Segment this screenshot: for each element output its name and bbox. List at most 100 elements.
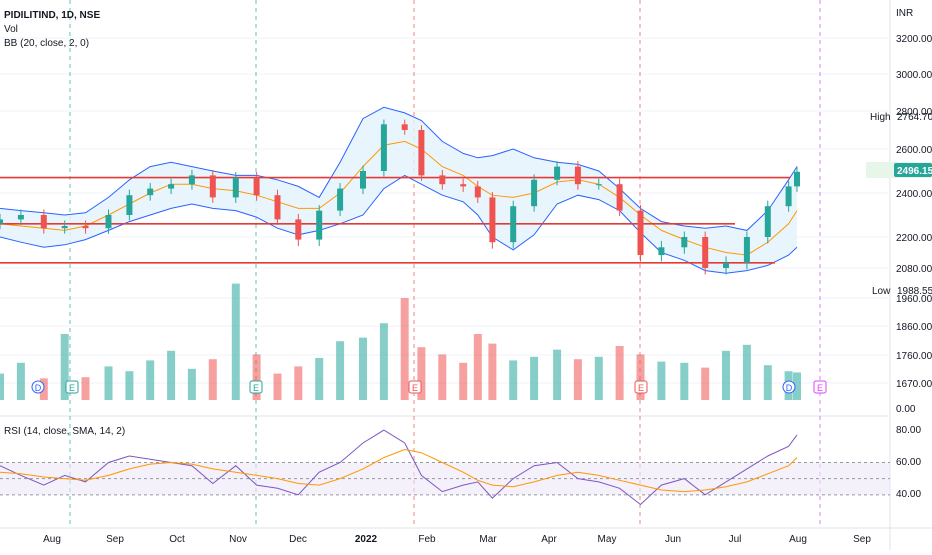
volume-legend[interactable]: Vol	[4, 24, 18, 35]
volume-bar	[359, 337, 367, 400]
candle-body	[681, 237, 688, 248]
candle-body	[723, 262, 729, 268]
volume-bar	[379, 323, 388, 400]
volume-bar	[553, 349, 562, 400]
event-badge-label: D	[35, 383, 42, 393]
volume-bar	[438, 354, 447, 400]
volume-bar	[315, 358, 324, 400]
candle-body	[337, 188, 344, 211]
volume-bar	[417, 347, 426, 400]
last-price-value: 2496.15	[897, 166, 932, 177]
volume-bar	[273, 373, 282, 400]
volume-bar	[594, 356, 603, 400]
candle-body	[274, 195, 281, 220]
volume-bar	[636, 354, 645, 400]
price-tick-label: 1860.00	[896, 322, 932, 333]
volume-bar	[722, 350, 730, 400]
candle-body	[531, 179, 538, 207]
price-tick-label: 2200.00	[896, 233, 932, 244]
rsi-tick-label: 80.00	[896, 425, 921, 436]
candle-body	[554, 166, 561, 180]
candle-body	[17, 215, 24, 220]
event-badge	[249, 380, 263, 394]
candle-body	[418, 130, 425, 176]
volume-bar	[167, 350, 176, 400]
bollinger-legend[interactable]: BB (20, close, 2, 0)	[4, 38, 90, 49]
time-tick-label: Feb	[418, 534, 436, 545]
time-tick-label: May	[598, 534, 617, 545]
volume-bar	[60, 334, 69, 400]
symbol-legend[interactable]: PIDILITIND, 1D, NSE	[4, 10, 101, 21]
price-tick-label: 3200.00	[896, 34, 932, 45]
rsi-tick-label: 60.00	[896, 457, 921, 468]
low-badge-value: 1988.55	[897, 286, 932, 297]
price-tick-label: 2800.00	[896, 107, 932, 118]
candle-body	[658, 247, 665, 256]
candle-body	[637, 210, 644, 256]
candle-body	[40, 215, 47, 229]
rsi-tick-label: 40.00	[896, 489, 921, 500]
volume-bar	[488, 343, 497, 400]
time-tick-label: Mar	[479, 534, 497, 545]
rsi-legend[interactable]: RSI (14, close, SMA, 14, 2)	[4, 426, 126, 437]
candle-body	[439, 175, 446, 185]
price-tick-label: 2600.00	[896, 145, 932, 156]
volume-bar	[252, 354, 261, 400]
candle-body	[232, 177, 239, 198]
candle-body	[147, 188, 154, 196]
volume-bar	[573, 359, 582, 400]
volume-bar	[0, 373, 4, 400]
event-badge-label: E	[638, 383, 644, 393]
candle-body	[794, 171, 800, 187]
candle-body	[126, 195, 133, 215]
currency-label: INR	[896, 8, 913, 19]
volume-bar	[530, 356, 539, 400]
volume-bar	[146, 360, 155, 400]
event-badge	[782, 380, 796, 394]
event-badge	[408, 380, 422, 394]
volume-bar	[400, 298, 409, 400]
candle-body	[360, 171, 366, 189]
candle-body	[82, 226, 89, 229]
time-tick-label: Aug	[43, 534, 61, 545]
volume-bar	[16, 362, 25, 400]
time-tick-label: Sep	[853, 534, 871, 545]
candle-body	[574, 166, 581, 185]
candle-body	[460, 184, 467, 187]
price-tick-label: 1960.00	[896, 294, 932, 305]
time-tick-label: Nov	[229, 534, 247, 545]
candle-body	[785, 186, 792, 207]
time-tick-label: Dec	[289, 534, 307, 545]
candle-body	[401, 124, 408, 130]
last-price-badge	[894, 163, 932, 177]
candle-body	[510, 206, 517, 243]
rsi-sma-line	[0, 448, 798, 493]
volume-bar	[231, 283, 240, 400]
volume-bar	[473, 334, 482, 400]
event-badge	[31, 380, 45, 394]
volume-tick-label: 0.00	[896, 404, 916, 415]
price-tick-label: 1760.00	[896, 351, 932, 362]
event-badge	[65, 380, 79, 394]
candle-body	[209, 175, 216, 198]
time-tick-label: Sep	[106, 534, 124, 545]
event-badge	[813, 380, 827, 394]
time-tick-label: Aug	[789, 534, 807, 545]
candle-body	[489, 197, 496, 243]
price-tick-label: 2080.00	[896, 264, 932, 275]
event-badge-label: E	[253, 383, 259, 393]
volume-bar	[294, 366, 303, 400]
time-tick-label: Apr	[541, 534, 557, 545]
event-badge-label: E	[69, 383, 75, 393]
bollinger-lower-band	[0, 174, 798, 274]
candle-body	[188, 175, 195, 185]
event-badge	[634, 380, 648, 394]
high-badge-value: 2764.70	[897, 112, 932, 123]
candle-body	[764, 206, 771, 237]
low-badge-label: Low	[872, 286, 891, 297]
time-tick-label: 2022	[355, 534, 378, 545]
price-tick-label: 1670.00	[896, 379, 932, 390]
candle-body	[61, 226, 68, 229]
